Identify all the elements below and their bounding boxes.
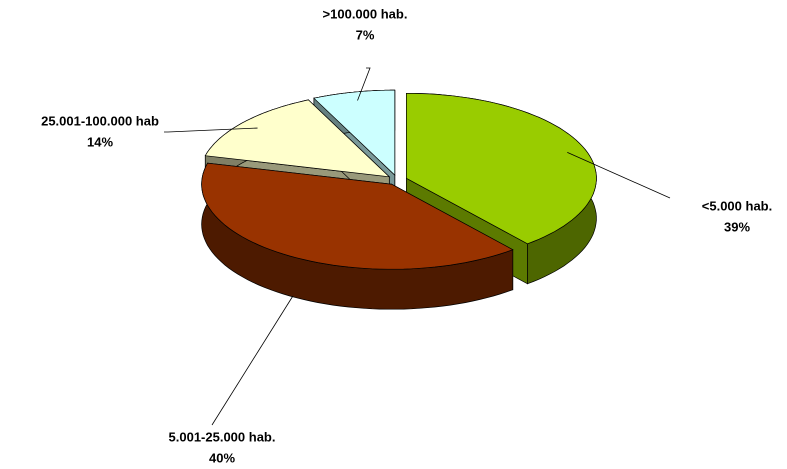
category-label: <5.000 hab. xyxy=(702,198,772,213)
slice xyxy=(201,162,514,270)
leader-line xyxy=(211,295,294,426)
slice xyxy=(204,99,391,178)
value-label: 7% xyxy=(356,27,375,42)
value-label: 39% xyxy=(724,219,750,234)
leader-line xyxy=(164,127,258,133)
category-label: 25.001-100.000 hab xyxy=(41,113,159,128)
slice xyxy=(313,89,396,176)
value-label: 40% xyxy=(209,450,235,465)
slice xyxy=(406,92,597,245)
category-label: 5.001-25.000 hab. xyxy=(169,429,276,444)
leader-line xyxy=(357,67,371,101)
leader-line xyxy=(567,152,671,199)
value-label: 14% xyxy=(87,134,113,149)
category-label: >100.000 hab. xyxy=(323,6,408,21)
